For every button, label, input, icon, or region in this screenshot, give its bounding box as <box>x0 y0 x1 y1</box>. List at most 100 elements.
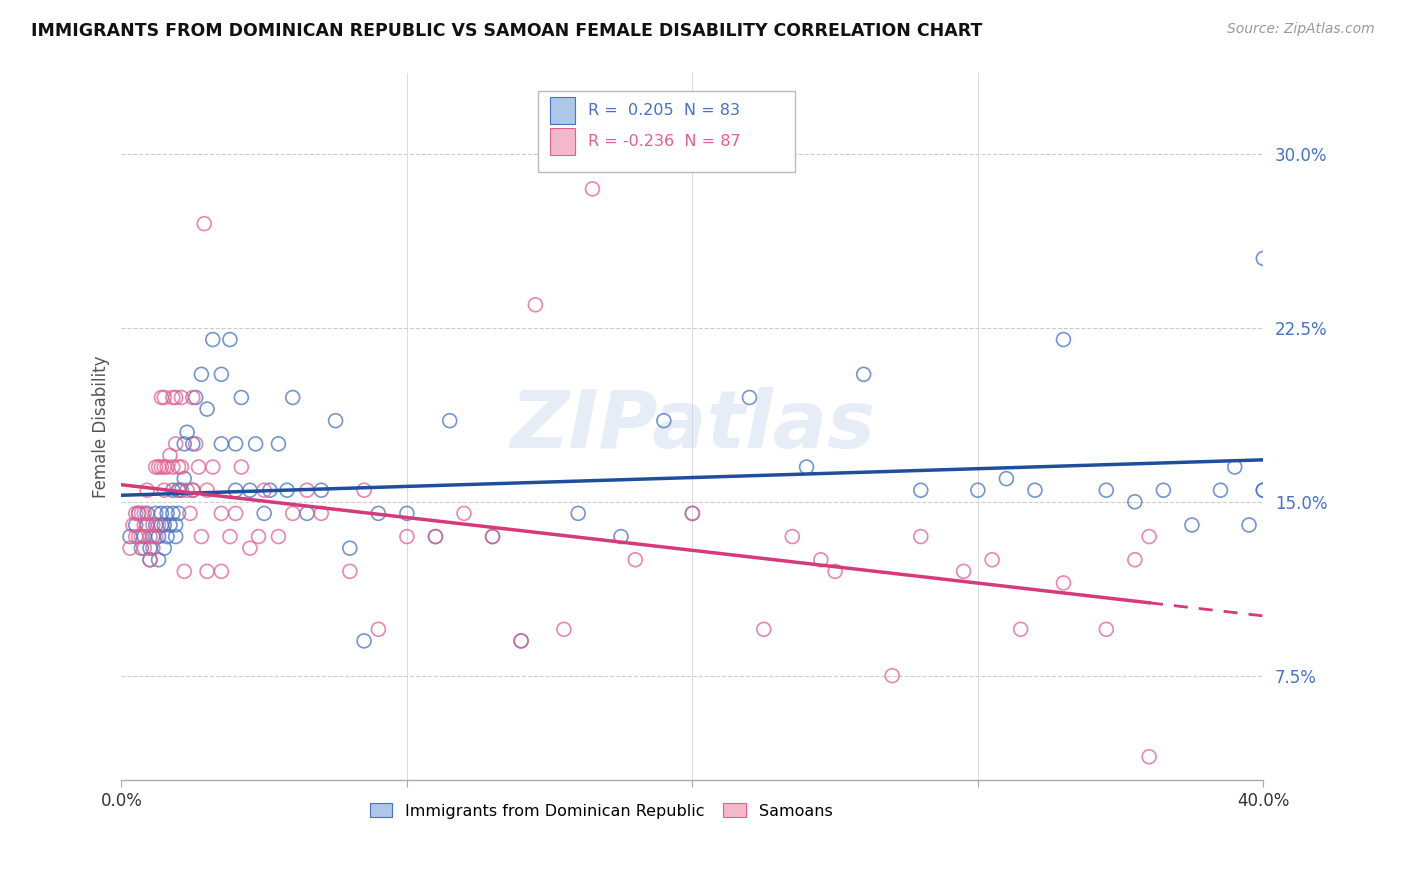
Point <box>190 368 212 382</box>
Point <box>145 507 167 521</box>
Point <box>184 391 207 405</box>
Point <box>128 530 150 544</box>
Point <box>167 460 190 475</box>
Point <box>145 530 167 544</box>
Point <box>567 507 589 521</box>
Point <box>167 483 190 498</box>
Y-axis label: Female Disability: Female Disability <box>93 355 110 498</box>
Point <box>128 507 150 521</box>
Point <box>553 622 575 636</box>
Point <box>231 391 253 405</box>
Point <box>652 414 675 428</box>
Point <box>195 483 218 498</box>
Point <box>1237 518 1260 533</box>
Point <box>1095 483 1118 498</box>
Point <box>162 391 184 405</box>
Text: R = -0.236  N = 87: R = -0.236 N = 87 <box>589 134 741 149</box>
Bar <box>550 97 575 124</box>
Point <box>425 530 447 544</box>
Point <box>145 460 167 475</box>
Point <box>201 460 224 475</box>
Point <box>1052 333 1074 347</box>
Point <box>156 507 179 521</box>
Point <box>165 391 187 405</box>
Point <box>131 507 153 521</box>
Point <box>239 541 262 556</box>
Text: R =  0.205  N = 83: R = 0.205 N = 83 <box>589 103 741 118</box>
Point <box>136 518 159 533</box>
Legend: Immigrants from Dominican Republic, Samoans: Immigrants from Dominican Republic, Samo… <box>363 797 839 825</box>
Point <box>952 565 974 579</box>
Point <box>176 483 198 498</box>
Point <box>153 518 176 533</box>
Point <box>195 402 218 417</box>
Bar <box>550 128 575 155</box>
Point <box>225 507 247 521</box>
Point <box>128 507 150 521</box>
Point <box>395 507 418 521</box>
Point <box>145 518 167 533</box>
Point <box>1223 460 1246 475</box>
Point <box>153 460 176 475</box>
Point <box>134 518 156 533</box>
Point <box>281 507 304 521</box>
Point <box>610 530 633 544</box>
Point <box>150 507 173 521</box>
Point <box>966 483 988 498</box>
Point <box>681 507 703 521</box>
Point <box>481 530 503 544</box>
Point <box>167 507 190 521</box>
Point <box>165 437 187 451</box>
Point <box>796 460 818 475</box>
Point <box>245 437 267 451</box>
Point <box>1123 495 1146 509</box>
Point <box>181 391 204 405</box>
Point <box>142 541 165 556</box>
Point <box>276 483 298 498</box>
Point <box>148 530 170 544</box>
Point <box>367 622 389 636</box>
Point <box>170 460 193 475</box>
Point <box>752 622 775 636</box>
Point <box>681 507 703 521</box>
Point <box>281 391 304 405</box>
Point <box>121 518 143 533</box>
Point <box>134 530 156 544</box>
FancyBboxPatch shape <box>538 91 796 172</box>
Point <box>170 483 193 498</box>
Point <box>187 460 209 475</box>
Point <box>139 553 162 567</box>
Point <box>195 565 218 579</box>
Point <box>148 460 170 475</box>
Point <box>156 460 179 475</box>
Point <box>118 530 141 544</box>
Point <box>142 530 165 544</box>
Point <box>453 507 475 521</box>
Point <box>139 530 162 544</box>
Point <box>1253 252 1275 266</box>
Point <box>395 530 418 544</box>
Point <box>173 565 195 579</box>
Point <box>782 530 804 544</box>
Point <box>156 530 179 544</box>
Point <box>1010 622 1032 636</box>
Point <box>136 483 159 498</box>
Point <box>153 483 176 498</box>
Point <box>810 553 832 567</box>
Point <box>165 530 187 544</box>
Point <box>231 460 253 475</box>
Point <box>510 633 533 648</box>
Point <box>367 507 389 521</box>
Point <box>190 530 212 544</box>
Point <box>173 472 195 486</box>
Point <box>150 391 173 405</box>
Point <box>624 553 647 567</box>
Point <box>259 483 281 498</box>
Point <box>134 507 156 521</box>
Point <box>882 668 904 682</box>
Point <box>738 391 761 405</box>
Point <box>173 437 195 451</box>
Text: Source: ZipAtlas.com: Source: ZipAtlas.com <box>1227 22 1375 37</box>
Point <box>193 217 215 231</box>
Point <box>481 530 503 544</box>
